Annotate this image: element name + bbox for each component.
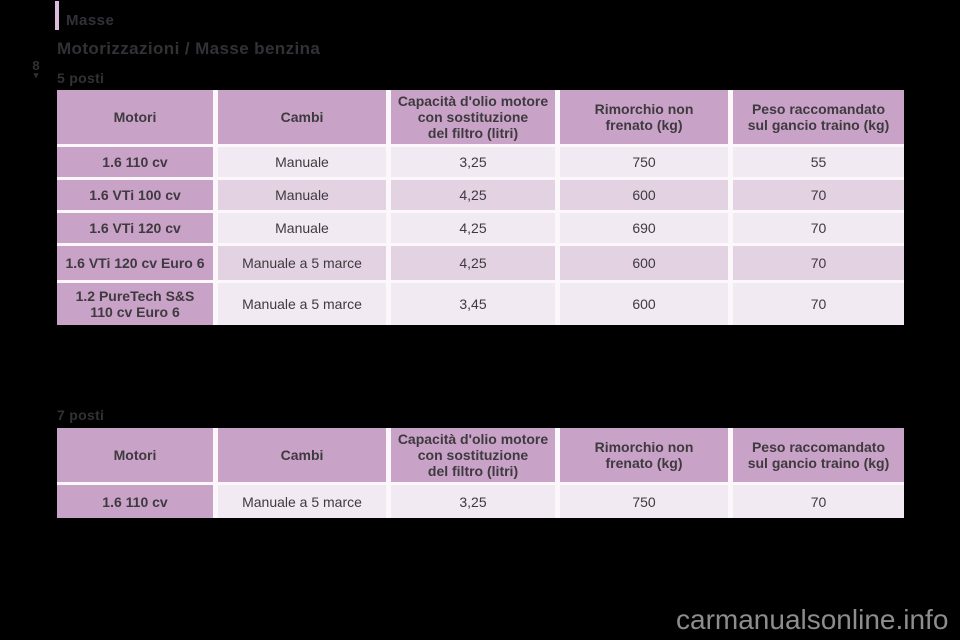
value-cell: 55 [733,147,904,180]
value-cell: 600 [560,283,733,325]
table-row: 1.6 110 cv Manuale 3,25 750 55 [57,147,904,180]
value-cell: 70 [733,180,904,213]
margin-chapter-marker: 8 ▾ [28,58,44,80]
value-cell: 690 [560,213,733,246]
col-header-rimorchio: Rimorchio non frenato (kg) [560,90,733,147]
page-title: Motorizzazioni / Masse benzina [57,39,321,58]
watermark: carmanualsonline.info [676,604,949,635]
spec-table-5-posti: Motori Cambi Capacità d'olio motore con … [57,90,904,325]
value-cell: 600 [560,246,733,283]
value-cell: 4,25 [391,213,560,246]
value-cell: 3,25 [391,147,560,180]
col-header-motori: Motori [57,90,218,147]
col-header-cambi: Cambi [218,428,391,485]
table-row: 1.6 110 cv Manuale a 5 marce 3,25 750 70 [57,485,904,518]
table-row: 1.6 VTi 120 cv Manuale 4,25 690 70 [57,213,904,246]
motor-cell: 1.6 VTi 120 cv Euro 6 [57,246,218,283]
value-cell: Manuale a 5 marce [218,283,391,325]
header-row: Motori Cambi Capacità d'olio motore con … [57,90,904,147]
value-cell: 3,25 [391,485,560,518]
col-header-capacita-olio: Capacità d'olio motore con sostituzione … [391,90,560,147]
col-header-capacita-olio: Capacità d'olio motore con sostituzione … [391,428,560,485]
section-tab-label: Masse [66,12,115,29]
value-cell: 750 [560,147,733,180]
value-cell: 600 [560,180,733,213]
motor-cell: 1.6 110 cv [57,485,218,518]
col-header-rimorchio: Rimorchio non frenato (kg) [560,428,733,485]
value-cell: Manuale a 5 marce [218,246,391,283]
value-cell: 4,25 [391,246,560,283]
value-cell: 750 [560,485,733,518]
value-cell: Manuale a 5 marce [218,485,391,518]
col-header-motori: Motori [57,428,218,485]
table-row: 1.6 VTi 120 cv Euro 6 Manuale a 5 marce 4,… [57,246,904,283]
value-cell: 70 [733,485,904,518]
table-caption-5-posti: 5 posti [57,70,105,86]
arrow-down-icon: ▾ [33,70,39,80]
table-row: 1.2 PureTech S&S 110 cv Euro 6 Manuale a … [57,283,904,325]
accent-bar [55,1,59,30]
value-cell: Manuale [218,147,391,180]
col-header-peso-gancio: Peso raccomandato sul gancio traino (kg) [733,90,904,147]
value-cell: Manuale [218,180,391,213]
value-cell: Manuale [218,213,391,246]
spec-table-7-posti: Motori Cambi Capacità d'olio motore con … [57,428,904,518]
table-row: 1.6 VTi 100 cv Manuale 4,25 600 70 [57,180,904,213]
col-header-cambi: Cambi [218,90,391,147]
motor-cell: 1.6 VTi 100 cv [57,180,218,213]
header-row: Motori Cambi Capacità d'olio motore con … [57,428,904,485]
motor-cell: 1.6 110 cv [57,147,218,180]
col-header-peso-gancio: Peso raccomandato sul gancio traino (kg) [733,428,904,485]
value-cell: 3,45 [391,283,560,325]
chapter-number: 8 [32,58,40,73]
value-cell: 70 [733,246,904,283]
value-cell: 70 [733,213,904,246]
value-cell: 4,25 [391,180,560,213]
table-caption-7-posti: 7 posti [57,407,105,423]
motor-cell: 1.2 PureTech S&S 110 cv Euro 6 [57,283,218,325]
motor-cell: 1.6 VTi 120 cv [57,213,218,246]
value-cell: 70 [733,283,904,325]
